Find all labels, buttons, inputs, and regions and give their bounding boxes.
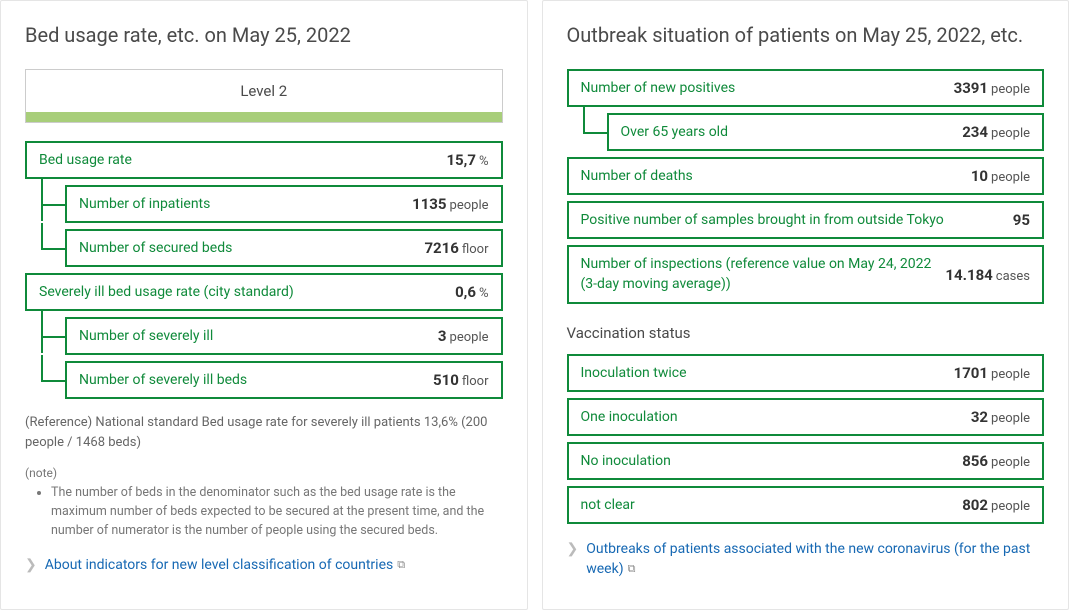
- stat-row: No inoculation 856people: [567, 442, 1045, 480]
- stat-unit: people: [991, 367, 1030, 382]
- stat-unit: people: [450, 330, 489, 345]
- stat-label: not clear: [581, 497, 635, 513]
- stat-row: Bed usage rate 15,7%: [25, 141, 503, 179]
- stat-row: Number of deaths 10people: [567, 157, 1045, 195]
- stat-label: Inoculation twice: [581, 365, 687, 381]
- level-bar: [26, 112, 502, 122]
- stat-row: Number of inpatients 1135 people: [65, 185, 503, 223]
- vaccination-stats: Inoculation twice1701peopleOne inoculati…: [567, 354, 1045, 524]
- stat-row: Number of secured beds 7216 floor: [65, 229, 503, 267]
- stat-unit: cases: [996, 269, 1030, 284]
- stat-value: 32: [971, 408, 988, 426]
- stat-value-wrap: 7216 floor: [424, 239, 488, 257]
- stat-unit: people: [450, 198, 489, 213]
- stat-row: Positive number of samples brought in fr…: [567, 201, 1045, 239]
- stat-unit: floor: [462, 242, 489, 257]
- stat-value: 0,6: [455, 283, 476, 301]
- stat-label: Number of inspections (reference value o…: [581, 255, 946, 294]
- stat-value-wrap: 234people: [962, 123, 1030, 141]
- stat-value: 234: [962, 123, 988, 141]
- vaccination-subtitle: Vaccination status: [567, 324, 1045, 342]
- indicators-link-row[interactable]: ❯ About indicators for new level classif…: [25, 556, 503, 576]
- stat-value-wrap: 3391people: [954, 79, 1030, 97]
- stat-value-wrap: 10people: [971, 167, 1030, 185]
- stat-value-wrap: 3people: [438, 327, 489, 345]
- stat-value-wrap: 802people: [962, 496, 1030, 514]
- stat-row: not clear 802people: [567, 486, 1045, 524]
- external-link-icon: ⧉: [628, 562, 636, 575]
- reference-note: (Reference) National standard Bed usage …: [25, 413, 503, 452]
- stat-label: Number of secured beds: [79, 240, 232, 256]
- outbreak-link-row[interactable]: ❯ Outbreaks of patients associated with …: [567, 540, 1045, 579]
- stat-label: Positive number of samples brought in fr…: [581, 212, 944, 228]
- stat-value-wrap: 0,6%: [455, 283, 488, 301]
- note-label: (note): [25, 466, 503, 480]
- stat-label: One inoculation: [581, 409, 678, 425]
- stat-unit: %: [479, 154, 489, 169]
- level-label: Level 2: [26, 82, 502, 112]
- stat-row: One inoculation 32people: [567, 398, 1045, 436]
- chevron-right-icon: ❯: [25, 556, 37, 576]
- stat-label: Number of severely ill: [79, 328, 213, 344]
- stat-value: 1701: [954, 364, 988, 382]
- stat-value: 856: [962, 452, 988, 470]
- stat-label: Number of new positives: [581, 80, 736, 96]
- stat-unit: floor: [462, 374, 489, 389]
- stat-value: 802: [962, 496, 988, 514]
- stat-row: Inoculation twice 1701people: [567, 354, 1045, 392]
- stat-value: 14.184: [945, 266, 992, 284]
- stat-value-wrap: 1135 people: [412, 195, 488, 213]
- stat-label: Number of inpatients: [79, 196, 210, 212]
- stat-label: No inoculation: [581, 453, 671, 469]
- stat-value: 3391: [954, 79, 988, 97]
- stat-value: 3: [438, 327, 447, 345]
- stat-row: Number of inspections (reference value o…: [567, 245, 1045, 304]
- stat-label: Over 65 years old: [621, 124, 728, 140]
- stat-row: Severely ill bed usage rate (city standa…: [25, 273, 503, 311]
- stat-label: Number of severely ill beds: [79, 372, 247, 388]
- stat-unit: people: [991, 126, 1030, 141]
- external-link-icon: ⧉: [397, 558, 405, 571]
- outbreak-panel: Outbreak situation of patients on May 25…: [542, 0, 1069, 610]
- stat-value-wrap: 15,7%: [446, 151, 488, 169]
- stat-value: 10: [971, 167, 988, 185]
- outbreak-stats: Number of new positives3391peopleOver 65…: [567, 69, 1045, 304]
- stat-value-wrap: 95: [1013, 211, 1030, 229]
- stat-unit: people: [991, 170, 1030, 185]
- stat-unit: people: [991, 499, 1030, 514]
- stat-row: Number of severely ill 3people: [65, 317, 503, 355]
- note-list: The number of beds in the denominator su…: [25, 484, 503, 540]
- stat-value-wrap: 14.184 cases: [945, 266, 1030, 284]
- bed-usage-panel: Bed usage rate, etc. on May 25, 2022 Lev…: [0, 0, 528, 610]
- note-item: The number of beds in the denominator su…: [51, 484, 503, 540]
- outbreak-link[interactable]: Outbreaks of patients associated with th…: [586, 540, 1044, 579]
- stat-value-wrap: 856people: [962, 452, 1030, 470]
- stat-value-wrap: 1701people: [954, 364, 1030, 382]
- stat-unit: people: [991, 82, 1030, 97]
- indicators-link[interactable]: About indicators for new level classific…: [45, 556, 405, 576]
- level-indicator: Level 2: [25, 69, 503, 123]
- stat-value: 7216: [424, 239, 458, 257]
- stat-row: Over 65 years old 234people: [607, 113, 1045, 151]
- bed-usage-title: Bed usage rate, etc. on May 25, 2022: [25, 23, 503, 47]
- stat-label: Bed usage rate: [39, 152, 132, 168]
- stat-row: Number of new positives 3391people: [567, 69, 1045, 107]
- stat-unit: people: [991, 411, 1030, 426]
- chevron-right-icon: ❯: [567, 540, 579, 560]
- stat-value-wrap: 32people: [971, 408, 1030, 426]
- stat-value: 95: [1013, 211, 1030, 229]
- stat-label: Severely ill bed usage rate (city standa…: [39, 284, 294, 300]
- stat-unit: %: [479, 286, 489, 301]
- stat-label: Number of deaths: [581, 168, 693, 184]
- stat-row: Number of severely ill beds 510floor: [65, 361, 503, 399]
- stat-value: 510: [433, 371, 459, 389]
- stat-value: 1135: [412, 195, 446, 213]
- stat-unit: people: [991, 455, 1030, 470]
- bed-usage-stats: Bed usage rate 15,7% Number of inpatients 1…: [25, 141, 503, 399]
- outbreak-title: Outbreak situation of patients on May 25…: [567, 23, 1045, 47]
- stat-value: 15,7: [446, 151, 476, 169]
- stat-value-wrap: 510floor: [433, 371, 488, 389]
